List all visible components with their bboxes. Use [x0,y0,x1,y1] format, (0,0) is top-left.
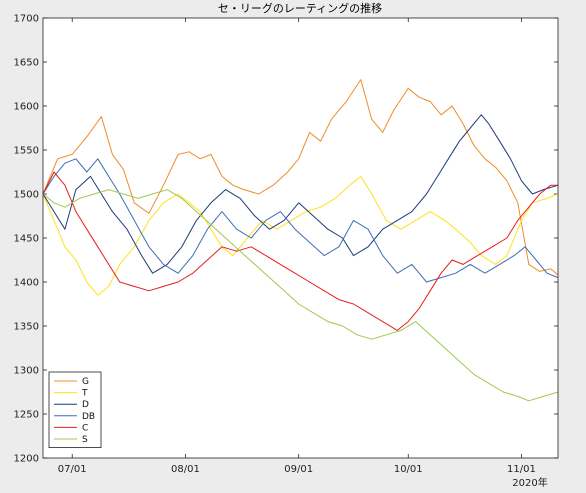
x-tick-label: 07/01 [58,464,87,475]
y-tick-label: 1650 [14,58,39,69]
legend-label: S [82,435,88,445]
legend-label: DB [82,412,95,422]
x-tick-label: 10/01 [394,464,423,475]
y-tick-label: 1200 [14,454,39,465]
x-axis: 07/01 08/01 09/01 10/01 11/01 [58,18,536,475]
series-lines [42,79,559,402]
y-tick-label: 1400 [14,278,39,289]
plot-frame [42,17,559,459]
series-line-d [42,114,559,274]
series-line-s [42,189,559,402]
y-tick-label: 1350 [14,322,39,333]
series-line-t [42,175,559,296]
x-tick-label: 09/01 [284,464,313,475]
y-tick-label: 1250 [14,410,39,421]
x-tick-label: 08/01 [171,464,200,475]
plot-background [43,18,558,458]
legend-label: T [81,389,88,399]
y-tick-label: 1700 [14,14,39,25]
legend-label: G [82,377,89,387]
x-tick-label: 11/01 [507,464,536,475]
series-line-g [42,79,559,276]
y-tick-label: 1450 [14,234,39,245]
series-line-db [42,158,559,283]
legend-box [48,371,102,448]
series-line-c [42,171,558,331]
y-axis: 1200 1250 1300 1350 1400 1450 1500 1550 1600 1650… [14,14,558,465]
y-tick-label: 1300 [14,366,39,377]
legend-label: C [82,423,88,433]
y-tick-label: 1500 [14,190,39,201]
legend-label: D [82,400,89,410]
x-axis-year-label: 2020年 [512,476,547,489]
chart-title: セ・リーグのレーティングの推移 [218,1,382,15]
y-tick-label: 1600 [14,102,39,113]
y-tick-label: 1550 [14,146,39,157]
